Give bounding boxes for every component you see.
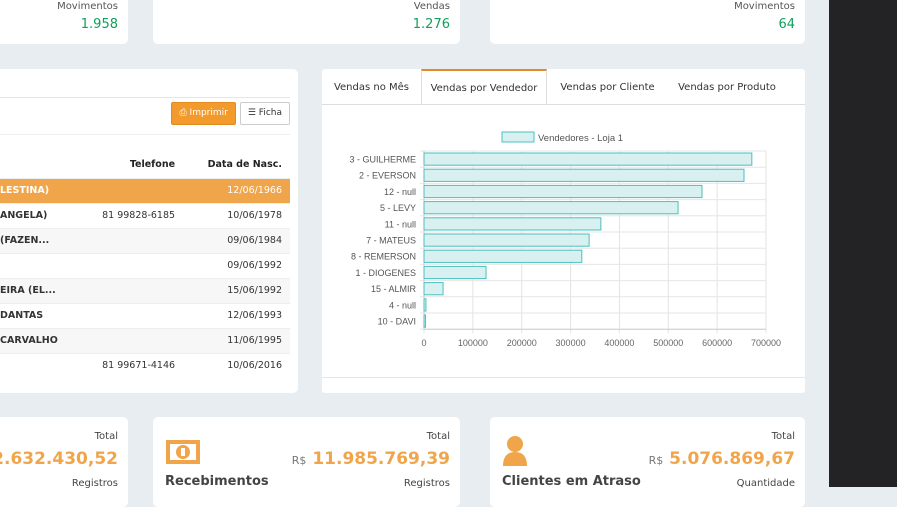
x-tick-label: 0 [421,338,426,348]
table-row[interactable]: (FAZEN... 09/06/1984 [0,227,290,253]
y-tick-label: 8 - REMERSON [351,252,416,262]
tab-vendas-no-mes[interactable]: Vendas no Mês [333,82,410,93]
x-tick-label: 300000 [556,338,586,348]
user-icon [503,436,527,466]
x-tick-label: 700000 [751,338,781,348]
legend-label: Vendedores - Loja 1 [538,133,623,144]
stat-value: 1.958 [80,17,118,32]
table-row[interactable]: EIRA (EL... 15/06/1992 [0,277,290,303]
y-tick-label: 7 - MATEUS [366,236,416,246]
cell-birth: 10/06/2016 [183,352,290,378]
y-tick-label: 5 - LEVY [380,203,416,213]
printer-icon: ⎙ [179,108,190,118]
cell-name [0,252,78,278]
y-tick-label: 4 - null [389,300,416,310]
y-tick-label: 10 - DAVI [378,317,416,327]
cell-birth: 10/06/1978 [183,202,290,228]
stat-card-movimentos-2: Movimentos 64 [490,0,805,44]
y-tick-label: 1 - DIOGENES [355,268,416,278]
cell-phone [77,327,184,353]
summary-card-1: Total R$ 2.632.430,52 Registros [0,417,128,507]
list-icon: ☰ [247,108,259,118]
cell-birth: 11/06/1995 [183,327,290,353]
tab-vendas-por-vendedor[interactable]: Vendas por Vendedor [421,69,547,104]
x-tick-label: 600000 [702,338,732,348]
cell-birth: 12/06/1966 [183,177,290,203]
cell-birth: 15/06/1992 [183,277,290,303]
summary-card-recebimentos: Total R$ 11.985.769,39 Recebimentos Regi… [153,417,460,507]
print-button[interactable]: ⎙ Imprimir [171,102,236,125]
money-bill-icon [166,440,200,464]
cell-phone [77,177,184,203]
bar[interactable] [423,265,487,280]
x-tick-label: 100000 [458,338,488,348]
cell-name [0,352,78,378]
tab-vendas-por-produto[interactable]: Vendas por Produto [678,82,776,93]
y-tick-label: 3 - GUILHERME [349,155,416,165]
tab-vendas-por-cliente[interactable]: Vendas por Cliente [560,82,655,93]
bar[interactable] [423,282,444,296]
cell-name: DANTAS [0,302,78,328]
bar[interactable] [423,184,703,199]
stat-value: 1.276 [412,17,450,32]
y-tick-label: 2 - EVERSON [359,171,416,181]
table-row[interactable]: CARVALHO 11/06/1995 [0,327,290,353]
cell-phone [77,302,184,328]
y-tick-label: 15 - ALMIR [371,284,417,294]
x-tick-label: 500000 [653,338,683,348]
y-tick-label: 12 - null [384,187,416,197]
bar[interactable] [423,233,590,247]
table-row[interactable]: LESTINA) 12/06/1966 [0,177,290,203]
cell-phone: 81 99671-4146 [77,352,184,378]
table-row[interactable]: 09/06/1992 [0,252,290,278]
x-tick-label: 200000 [507,338,537,348]
bar[interactable] [423,314,426,328]
table-row[interactable]: DANTAS 12/06/1993 [0,302,290,328]
dark-side-strip [829,0,897,487]
cell-phone: 81 99828-6185 [77,202,184,228]
birthday-list-panel: ⎙ Imprimir ☰ Ficha Telefone Data de Nasc.… [0,69,298,393]
cell-phone [77,227,184,253]
cell-birth: 12/06/1993 [183,302,290,328]
sales-by-seller-chart: 0 100000 200000 300000 400000 500000 600000 700… [349,131,781,348]
cell-name: LESTINA) [0,177,78,203]
summary-card-clientes-atraso: Total R$ 5.076.869,67 Clientes em Atraso… [490,417,805,507]
stat-card-movimentos: Movimentos 1.958 [0,0,128,44]
cell-phone [77,277,184,303]
cell-name: (FAZEN... [0,227,78,253]
table-row[interactable]: 81 99671-4146 10/06/2016 [0,352,290,378]
sales-chart-panel: Vendas no Mês Vendas por Vendedor Vendas… [322,69,805,393]
bar[interactable] [423,168,745,182]
cell-name: ANGELA) [0,202,78,228]
cell-birth: 09/06/1992 [183,252,290,278]
list-toolbar: ⎙ Imprimir ☰ Ficha [171,102,290,125]
bar[interactable] [423,217,602,231]
birthday-table: Telefone Data de Nasc. LESTINA) 12/06/1966… [0,151,290,378]
y-tick-label: 11 - null [385,219,416,229]
cell-name: CARVALHO [0,327,78,353]
x-tick-label: 400000 [604,338,634,348]
cell-name: EIRA (EL... [0,277,78,303]
sheet-button[interactable]: ☰ Ficha [239,102,290,125]
cell-birth: 09/06/1984 [183,227,290,253]
bar[interactable] [423,298,427,312]
table-row[interactable]: ANGELA) 81 99828-6185 10/06/1978 [0,202,290,228]
bar[interactable] [423,201,679,215]
stat-card-vendas: Vendas 1.276 [153,0,460,44]
legend-swatch [501,131,535,143]
stat-value: 64 [778,17,795,32]
cell-phone [77,252,184,278]
bar[interactable] [423,249,583,263]
bar[interactable] [423,152,753,166]
